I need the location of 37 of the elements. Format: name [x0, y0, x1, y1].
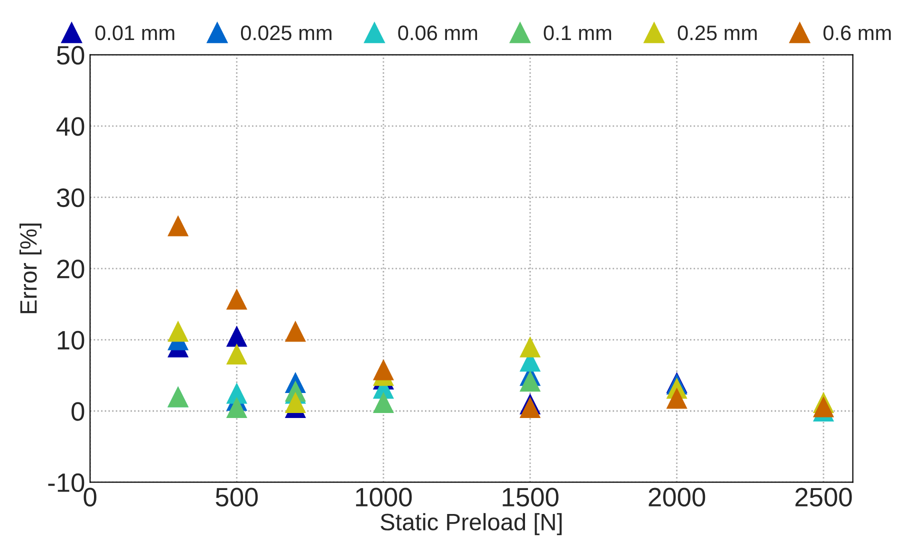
y-tick-label: 10 — [58, 330, 84, 350]
point — [226, 382, 248, 404]
point — [520, 336, 541, 358]
y-axis-title: Error [%] — [20, 224, 42, 314]
point — [226, 343, 248, 365]
legend-label: 0.1 mm — [544, 26, 612, 40]
x-axis-title: Static Preload [N] — [380, 513, 562, 536]
point — [520, 370, 541, 392]
point — [284, 392, 306, 413]
point — [372, 392, 394, 413]
x-tick-label: 2000 — [648, 488, 706, 506]
legend-label: 0.25 mm — [678, 26, 757, 40]
x-tick-label: 1000 — [356, 488, 412, 506]
point — [226, 396, 248, 418]
legend-label: 0.6 mm — [823, 26, 891, 40]
y-tick-label: -10 — [48, 473, 84, 492]
y-tick-label: 50 — [56, 46, 84, 65]
point — [226, 288, 248, 310]
point — [168, 215, 189, 236]
point — [666, 388, 688, 409]
legend-label: 0.01 mm — [95, 26, 174, 40]
legend-label: 0.06 mm — [398, 26, 478, 40]
y-tick-label: 30 — [56, 188, 84, 208]
point — [520, 396, 541, 418]
point — [168, 320, 189, 342]
point — [812, 396, 834, 418]
x-tick-label: 2500 — [795, 488, 852, 506]
y-tick-label: 40 — [56, 117, 84, 136]
x-tick-label: 0 — [84, 488, 96, 506]
legend-label: 0.025 mm — [240, 26, 332, 40]
x-tick-label: 500 — [216, 488, 258, 506]
y-tick-label: 20 — [57, 260, 84, 278]
x-tick-label: 1500 — [502, 488, 558, 506]
y-tick-label: 0 — [72, 402, 84, 421]
point — [372, 359, 394, 380]
point — [226, 326, 248, 347]
point — [284, 320, 306, 342]
